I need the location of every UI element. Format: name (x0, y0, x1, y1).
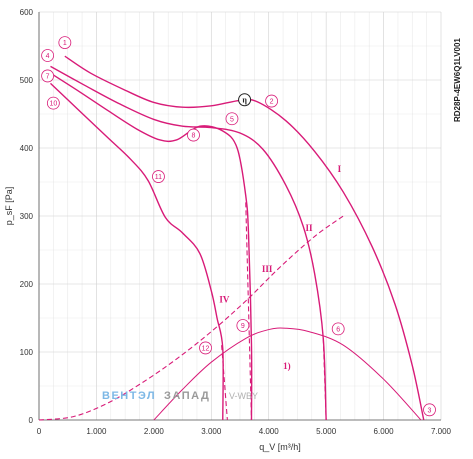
marker-number: 12 (202, 345, 210, 352)
y-tick-label: 400 (20, 144, 34, 153)
curve-label: II (305, 223, 313, 233)
dashed-extension-3 (221, 345, 228, 421)
marker-number: 4 (46, 53, 50, 60)
curve-label: 1) (283, 361, 291, 371)
marker-number: 8 (192, 133, 196, 140)
x-tick-label: 1.000 (86, 427, 107, 436)
eta-symbol: η (242, 96, 247, 105)
marker-6: 6 (331, 322, 345, 336)
grid-lines (38, 11, 442, 421)
y-tick-label: 0 (29, 416, 34, 425)
marker-circle (199, 341, 212, 355)
watermark-part2: ЗАПАД (164, 390, 210, 402)
y-axis-title: p_sF [Pa] (4, 187, 14, 226)
marker-3: 3 (423, 403, 436, 417)
marker-1: 1 (58, 36, 72, 49)
dashed-extension-1 (245, 202, 253, 421)
marker-2: 2 (265, 94, 278, 108)
series-line-4 (50, 82, 224, 421)
x-tick-label: 6.000 (374, 427, 395, 436)
axes: 0 1.000 2.000 3.000 4.000 5.000 6.000 7.000 0 100… (4, 8, 452, 452)
marker-circle (46, 96, 60, 110)
marker-5: 5 (225, 112, 239, 126)
x-tick-label: 7.000 (431, 427, 452, 436)
curve-label: IV (219, 294, 230, 304)
marker-circle (152, 170, 165, 183)
marker-number: 3 (428, 407, 432, 414)
series-line-6 (153, 327, 422, 421)
x-tick-label: 2.000 (144, 427, 165, 436)
series-line-1 (64, 55, 425, 421)
x-tick-label: 5.000 (316, 427, 337, 436)
series-line-5 (38, 215, 344, 421)
y-tick-label: 300 (20, 212, 34, 221)
marker-circle (236, 319, 250, 332)
curve-label: I (338, 164, 342, 174)
series-line-2 (50, 65, 327, 421)
x-tick-label: 3.000 (201, 427, 222, 436)
y-tick-label: 100 (20, 348, 34, 357)
watermark-part3: V-WBY (229, 391, 258, 401)
marker-9: 9 (236, 319, 250, 332)
watermark-part1: ВЕНТЭЛ (102, 390, 156, 402)
marker-circle (58, 36, 72, 49)
marker-number: 7 (46, 73, 50, 80)
marker-circle (225, 112, 239, 126)
dashed-extension-2 (322, 338, 327, 421)
marker-10: 10 (46, 96, 60, 110)
marker-number: 5 (230, 116, 234, 123)
model-code-label: RD28P-4EW6Q1LV001 (453, 38, 462, 122)
marker-number: 6 (336, 326, 340, 333)
marker-circle (41, 49, 55, 62)
marker-circle (187, 128, 200, 142)
y-tick-label: 500 (20, 76, 34, 85)
marker-number: 10 (49, 101, 57, 108)
marker-8: 8 (187, 128, 200, 142)
eta-circle (238, 93, 252, 107)
y-tick-label: 600 (20, 8, 34, 17)
x-tick-label: 4.000 (259, 427, 280, 436)
x-axis-title: q_V [m³/h] (259, 442, 301, 452)
series-line-3 (50, 72, 253, 421)
x-tick-label: 0 (37, 427, 42, 436)
marker-circle (265, 94, 278, 108)
curves (38, 55, 425, 421)
marker-number: 9 (241, 323, 245, 330)
marker-number: 1 (63, 40, 67, 47)
marker-circle (331, 322, 345, 336)
curve-label: III (262, 264, 273, 274)
marker-4: 4 (41, 49, 55, 62)
eta-marker: η (238, 93, 252, 107)
marker-number: 11 (155, 174, 162, 181)
marker-11: 11 (152, 170, 165, 183)
marker-number: 2 (270, 99, 274, 106)
y-tick-label: 200 (20, 280, 34, 289)
marker-circle (423, 403, 436, 417)
marker-circle (41, 69, 55, 83)
marker-12: 12 (199, 341, 212, 355)
marker-7: 7 (41, 69, 55, 83)
